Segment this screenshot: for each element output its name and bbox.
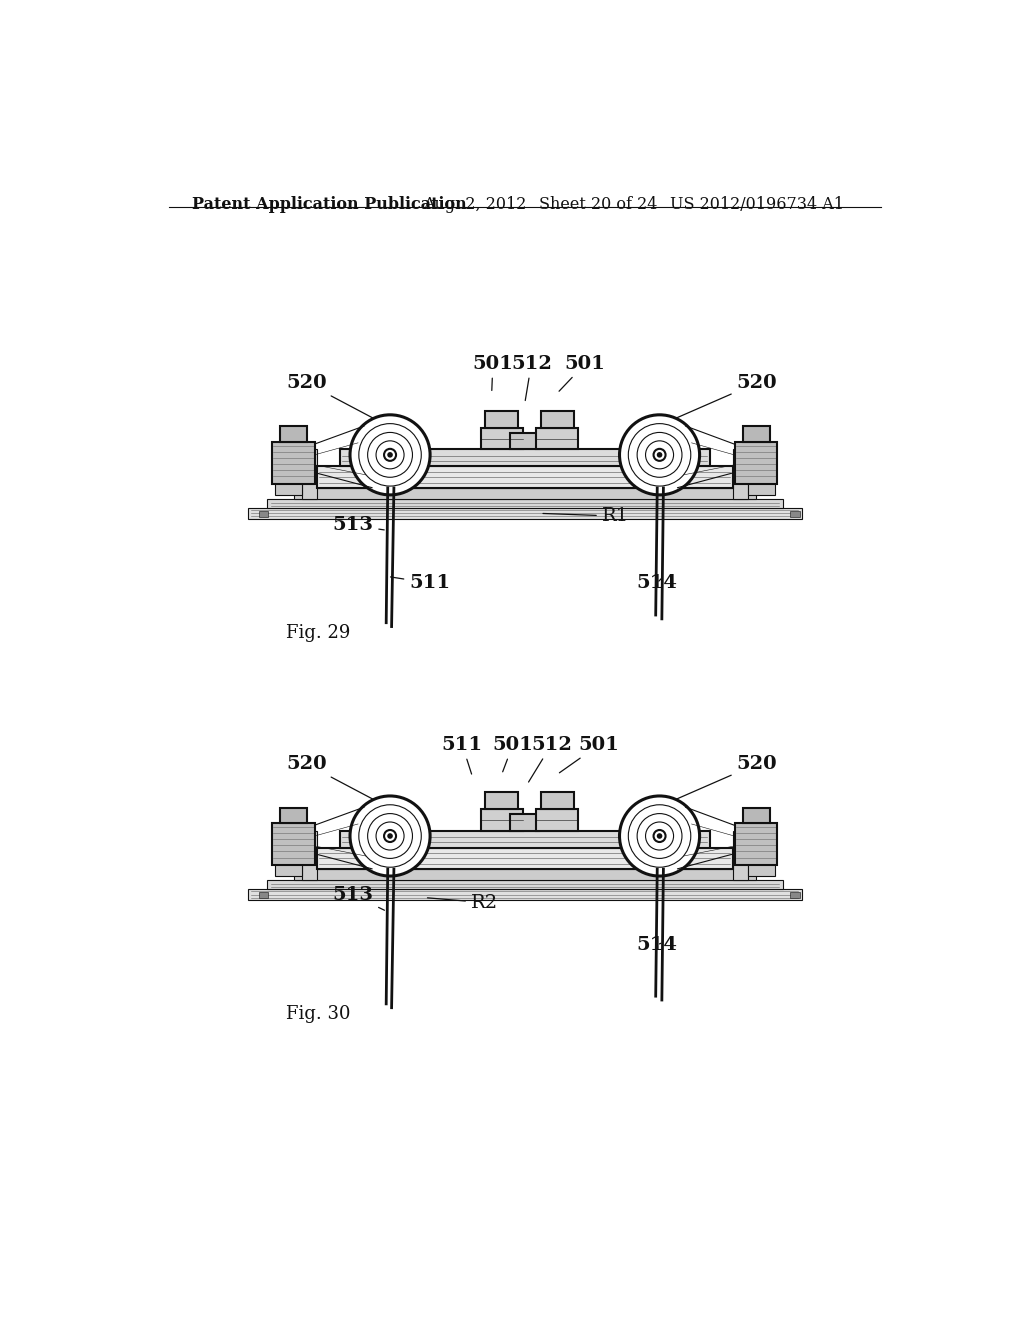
Text: 501: 501 xyxy=(493,735,534,772)
Bar xyxy=(340,830,710,847)
Bar xyxy=(267,880,782,890)
Text: Aug. 2, 2012: Aug. 2, 2012 xyxy=(423,195,526,213)
Text: US 2012/0196734 A1: US 2012/0196734 A1 xyxy=(670,195,844,213)
Text: 514: 514 xyxy=(637,936,677,954)
Text: Sheet 20 of 24: Sheet 20 of 24 xyxy=(539,195,657,213)
Text: 501: 501 xyxy=(559,355,606,391)
Bar xyxy=(480,428,523,449)
Bar xyxy=(274,453,301,495)
Bar xyxy=(316,847,733,869)
Bar xyxy=(733,830,749,880)
Bar xyxy=(294,488,756,499)
Bar xyxy=(248,890,802,900)
Text: 514: 514 xyxy=(637,574,677,593)
Bar xyxy=(280,808,307,822)
Text: 511: 511 xyxy=(390,574,451,593)
Bar xyxy=(259,892,268,899)
Text: R1: R1 xyxy=(543,507,629,525)
Circle shape xyxy=(350,414,430,495)
Circle shape xyxy=(620,414,699,495)
Circle shape xyxy=(656,451,663,458)
Bar xyxy=(274,834,301,876)
Bar xyxy=(536,428,579,449)
Circle shape xyxy=(350,796,430,876)
Bar xyxy=(541,792,573,809)
Circle shape xyxy=(620,796,699,876)
Bar xyxy=(280,426,307,442)
Bar xyxy=(742,808,770,822)
Bar xyxy=(510,433,540,449)
Text: 520: 520 xyxy=(672,755,777,801)
Bar xyxy=(340,449,710,466)
Text: 513: 513 xyxy=(333,886,384,911)
Bar xyxy=(749,834,775,876)
Bar xyxy=(485,411,518,428)
Text: Patent Application Publication: Patent Application Publication xyxy=(193,195,467,213)
Bar xyxy=(733,449,749,499)
Bar xyxy=(480,809,523,830)
Text: 520: 520 xyxy=(672,374,777,420)
Bar xyxy=(791,511,800,517)
Text: Fig. 29: Fig. 29 xyxy=(286,624,350,642)
Text: 512: 512 xyxy=(528,735,571,781)
Text: R2: R2 xyxy=(427,894,498,912)
Circle shape xyxy=(387,451,393,458)
Bar xyxy=(749,453,775,495)
Circle shape xyxy=(387,833,393,838)
Bar xyxy=(541,411,573,428)
Bar xyxy=(301,830,316,880)
Bar xyxy=(742,426,770,442)
Bar xyxy=(735,822,777,866)
Bar xyxy=(316,466,733,488)
Bar xyxy=(259,511,268,517)
Text: 501: 501 xyxy=(472,355,513,391)
Bar xyxy=(536,809,579,830)
Bar xyxy=(294,869,756,880)
Bar xyxy=(510,813,540,830)
Text: 520: 520 xyxy=(286,755,376,801)
Bar xyxy=(735,442,777,484)
Text: 520: 520 xyxy=(286,374,376,420)
Bar xyxy=(272,442,314,484)
Bar xyxy=(267,499,782,508)
Bar xyxy=(248,508,802,519)
Text: 511: 511 xyxy=(441,735,482,774)
Bar xyxy=(791,892,800,899)
Text: Fig. 30: Fig. 30 xyxy=(286,1006,350,1023)
Bar xyxy=(301,449,316,499)
Text: 501: 501 xyxy=(559,735,620,772)
Circle shape xyxy=(656,833,663,838)
Bar xyxy=(272,822,314,866)
Text: 512: 512 xyxy=(511,355,552,400)
Bar xyxy=(485,792,518,809)
Text: 513: 513 xyxy=(333,516,384,535)
